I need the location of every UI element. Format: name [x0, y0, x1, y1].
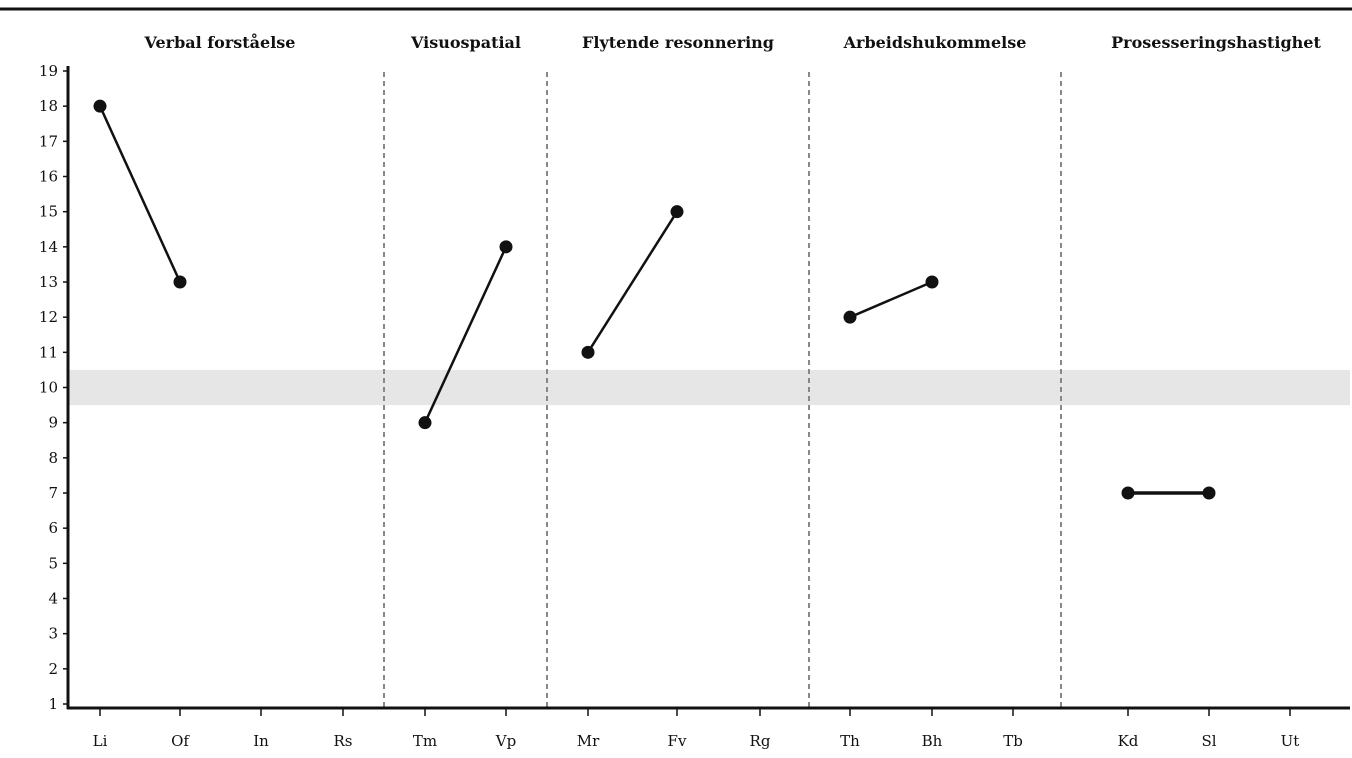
y-tick-label-16: 16 [39, 168, 58, 186]
mean-band [68, 369, 1350, 406]
x-tick-label-Kd: Kd [1118, 732, 1139, 750]
series-line-4 [849, 280, 933, 319]
y-tick-label-8: 8 [48, 449, 58, 467]
data-point-Tm [418, 416, 432, 430]
y-tick-label-9: 9 [48, 414, 58, 432]
x-tick-label-Tm: Tm [413, 732, 437, 750]
group-title-2: Visuospatial [410, 33, 521, 52]
y-tick-label-13: 13 [39, 273, 58, 291]
y-tick-label-12: 12 [39, 308, 58, 326]
y-tick-label-18: 18 [39, 97, 58, 115]
x-tick-label-Sl: Sl [1201, 732, 1216, 750]
y-tick-label-2: 2 [48, 660, 58, 678]
series-line-3 [586, 210, 679, 354]
data-point-Vp [499, 240, 513, 254]
data-point-Li [93, 99, 107, 113]
x-tick-label-In: In [253, 732, 269, 750]
y-tick-label-11: 11 [39, 343, 58, 361]
x-tick-label-Mr: Mr [577, 732, 600, 750]
group-title-4: Arbeidshukommelse [843, 33, 1027, 52]
x-tick-label-Of: Of [171, 732, 190, 750]
x-tick-label-Vp: Vp [495, 732, 516, 750]
x-tick-label-Li: Li [93, 732, 108, 750]
x-tick-label-Rs: Rs [334, 732, 353, 750]
data-point-Kd [1121, 486, 1135, 500]
y-tick-label-5: 5 [48, 554, 58, 572]
y-tick-label-19: 19 [39, 62, 58, 80]
y-tick-label-10: 10 [39, 379, 58, 397]
data-point-Fv [670, 205, 684, 219]
y-tick-label-3: 3 [48, 625, 58, 643]
y-tick-label-4: 4 [48, 590, 58, 608]
x-tick-label-Ut: Ut [1281, 732, 1300, 750]
x-tick-label-Th: Th [840, 732, 860, 750]
group-dividers [383, 72, 1062, 707]
x-ticks: Li Of In Rs Tm Vp Mr Fv Rg Th Bh Tb Kd Sl Ut [93, 708, 1300, 750]
y-tick-label-15: 15 [39, 203, 58, 221]
y-tick-label-6: 6 [48, 519, 58, 537]
group-title-3: Flytende resonnering [582, 33, 774, 52]
x-tick-label-Tb: Tb [1003, 732, 1023, 750]
series [93, 99, 1216, 500]
data-point-Of [173, 275, 187, 289]
group-title-5: Prosesseringshastighet [1111, 33, 1321, 52]
x-tick-label-Bh: Bh [922, 732, 943, 750]
data-point-Sl [1202, 486, 1216, 500]
y-tick-label-7: 7 [48, 484, 58, 502]
data-point-Th [843, 310, 857, 324]
data-point-Mr [581, 345, 595, 359]
y-tick-label-14: 14 [39, 238, 58, 256]
y-tick-label-17: 17 [39, 132, 58, 150]
x-tick-label-Fv: Fv [668, 732, 687, 750]
group-title-1: Verbal forståelse [144, 32, 296, 52]
series-line-1 [98, 105, 182, 283]
mean-band-rect [68, 369, 1350, 406]
x-tick-label-Rg: Rg [750, 732, 771, 750]
data-point-Bh [925, 275, 939, 289]
group-titles: Verbal forståelse Visuospatial Flytende re… [144, 32, 1322, 52]
y-tick-label-1: 1 [48, 695, 58, 713]
series-line-2 [423, 246, 508, 424]
